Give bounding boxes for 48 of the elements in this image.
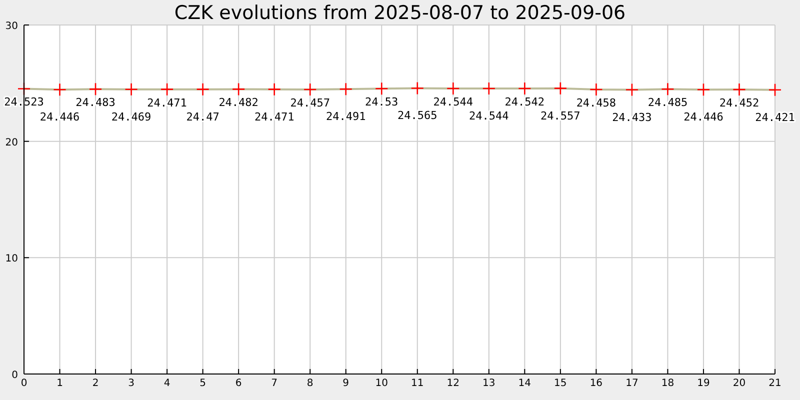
x-tick-label: 14: [518, 378, 532, 389]
x-tick-label: 1: [56, 378, 63, 389]
data-label: 24.482: [218, 96, 258, 110]
y-tick-label: 10: [5, 254, 18, 265]
data-label: 24.47: [186, 110, 220, 124]
data-label: 24.565: [398, 109, 438, 122]
x-tick-label: 9: [342, 378, 350, 389]
data-label: 24.485: [648, 96, 688, 110]
data-label: 24.471: [147, 96, 187, 110]
x-tick-label: 16: [590, 378, 603, 389]
x-tick-label: 6: [235, 378, 242, 389]
x-tick-label: 4: [164, 378, 170, 389]
data-label: 24.557: [540, 109, 580, 122]
x-tick-label: 15: [554, 378, 567, 389]
x-tick-label: 20: [732, 378, 746, 389]
data-label: 24.446: [684, 110, 724, 124]
data-label: 24.491: [326, 110, 366, 124]
data-label: 24.457: [290, 96, 330, 110]
x-tick-label: 13: [482, 378, 496, 389]
x-tick-label: 5: [200, 378, 206, 389]
x-tick-label: 3: [128, 378, 134, 389]
data-label: 24.433: [612, 110, 652, 124]
x-tick-label: 17: [626, 378, 638, 389]
data-label: 24.542: [504, 95, 545, 108]
data-label: 24.458: [576, 96, 616, 110]
x-tick-label: 0: [20, 378, 28, 389]
x-tick-label: 10: [375, 378, 388, 389]
data-label: 24.483: [76, 96, 116, 110]
data-label: 24.471: [254, 110, 294, 124]
x-tick-label: 8: [306, 378, 314, 389]
data-label: 24.544: [469, 109, 510, 122]
x-tick-label: 11: [411, 378, 424, 389]
data-label: 24.452: [719, 96, 760, 110]
data-label: 24.421: [755, 110, 795, 124]
x-tick-label: 12: [446, 378, 460, 389]
x-tick-label: 7: [271, 378, 278, 389]
y-tick-label: 30: [5, 21, 18, 32]
y-tick-label: 0: [12, 370, 18, 381]
data-label: 24.544: [433, 95, 474, 108]
chart-title: CZK evolutions from 2025-08-07 to 2025-09-06: [174, 2, 626, 24]
x-tick-label: 21: [768, 378, 782, 389]
x-tick-label: 18: [661, 378, 674, 389]
data-label: 24.53: [365, 96, 398, 109]
y-tick-label: 20: [5, 137, 18, 148]
x-tick-label: 19: [697, 378, 710, 389]
data-label: 24.469: [111, 110, 152, 124]
x-tick-label: 2: [92, 378, 99, 389]
data-label: 24.446: [40, 110, 80, 124]
